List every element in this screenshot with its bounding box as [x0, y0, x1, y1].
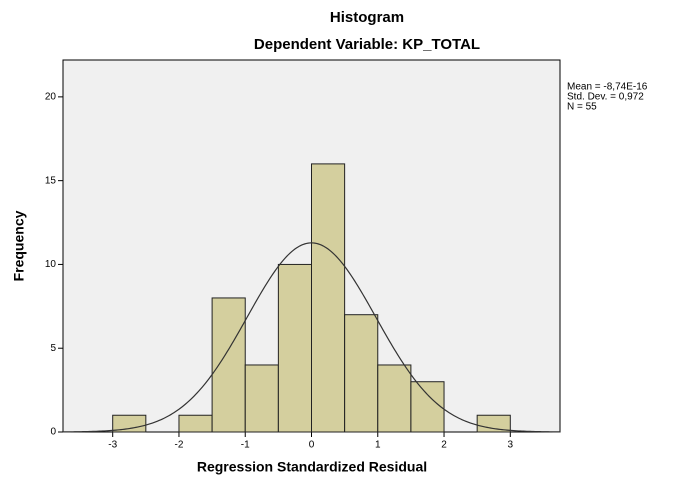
x-tick-label: -1: [241, 440, 250, 451]
stats-label: Std. Dev. = 0,972: [567, 92, 644, 103]
stats-label: N = 55: [567, 102, 597, 113]
normal-curve: [62, 242, 561, 433]
x-tick-label: -3: [108, 440, 117, 451]
bar: [476, 414, 511, 433]
bar: [277, 263, 313, 433]
x-tick-label: -2: [175, 440, 184, 451]
y-tick-label: 20: [45, 92, 57, 103]
y-tick-label: 15: [45, 175, 57, 186]
x-tick-label: 1: [375, 440, 381, 451]
chart-title: Histogram: [330, 9, 404, 26]
y-tick-label: 0: [50, 427, 56, 438]
stats-label: Mean = -8,74E-16: [567, 82, 648, 93]
x-tick-label: 2: [441, 440, 447, 451]
x-tick-label: 0: [309, 440, 315, 451]
chart-subtitle: Dependent Variable: KP_TOTAL: [254, 36, 480, 53]
bar: [410, 381, 445, 433]
x-tick-label: 3: [508, 440, 514, 451]
y-axis-label: Frequency: [11, 210, 27, 281]
bar: [178, 414, 213, 433]
bar: [311, 163, 346, 433]
bar: [344, 314, 379, 433]
bar: [112, 414, 147, 433]
bar: [377, 364, 412, 433]
y-tick-label: 5: [50, 343, 56, 354]
y-tick-label: 10: [45, 259, 57, 270]
x-axis-label: Regression Standardized Residual: [197, 459, 427, 475]
bar: [244, 364, 279, 433]
bar: [211, 297, 246, 433]
